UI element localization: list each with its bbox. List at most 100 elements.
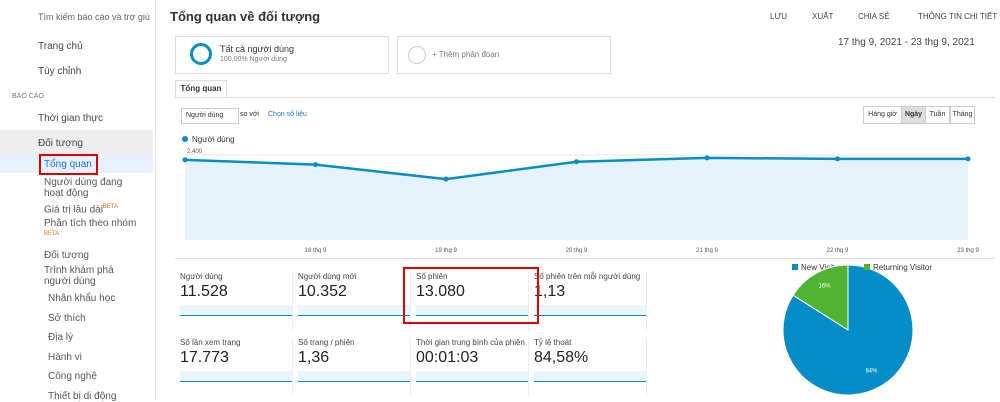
tab[interactable]: Tổng quan [175, 80, 227, 97]
segment-icon [190, 43, 212, 65]
metric-value: 11.528 [180, 283, 228, 300]
point [574, 159, 579, 165]
metric-value: 13.080 [416, 283, 465, 300]
action[interactable]: CHIA SẺ [858, 12, 890, 21]
active-bg [0, 130, 153, 155]
point [313, 162, 318, 168]
sparkline [416, 371, 528, 382]
segment[interactable]: Tất cả người dùng 100,00% Người dùng [175, 36, 389, 74]
legend-swatch [792, 264, 798, 270]
metric-value: 84,58% [534, 349, 589, 366]
segment-icon [408, 46, 426, 64]
divider [175, 97, 995, 98]
legend-label: Returning Visitor [873, 263, 932, 272]
metric-value: 1,13 [534, 283, 566, 300]
metric-label: Người dùng [180, 272, 223, 281]
sparkline [416, 305, 528, 316]
pie-chart: 84% New Visitor 16% Returning Visitor [782, 263, 932, 396]
selected-bg [0, 155, 153, 173]
nav-group[interactable]: Hành vi [48, 351, 82, 363]
metric: Người dùng mới 10.352 [298, 272, 411, 330]
nav-sub[interactable]: Phân tích theo nhóm [44, 218, 137, 229]
point [835, 156, 840, 162]
metric: Người dùng 11.528 [180, 272, 293, 330]
choose-metric[interactable]: Chọn số liệu [268, 111, 307, 118]
sidebar: Tìm kiếm báo cáo và trợ giú Trang chủ Tù… [0, 0, 156, 402]
point [182, 157, 188, 163]
metric: Số phiên 13.080 [416, 272, 529, 330]
action[interactable]: LƯU [770, 12, 788, 21]
period-button[interactable]: Tháng [950, 106, 975, 124]
metric: Số lần xem trang 17.773 [180, 338, 293, 396]
highlight [39, 154, 98, 175]
section: BÁO CÁO [12, 93, 44, 100]
date-range[interactable]: 17 thg 9, 2021 - 23 thg 9, 2021 [838, 37, 975, 48]
legend-marker [182, 136, 188, 142]
nav-sub[interactable]: Người dùng đang hoạt động [44, 177, 123, 199]
nav-group[interactable]: Thiết bị di động [48, 390, 117, 402]
sparkline [534, 305, 646, 316]
metric-value: 1,36 [298, 349, 330, 366]
metric-label: Người dùng mới [298, 272, 357, 281]
search[interactable]: Tìm kiếm báo cáo và trợ giú [38, 12, 150, 22]
add-segment[interactable]: + Thêm phân đoạn [397, 36, 611, 74]
x-tick-label: 18 thg 9 [305, 248, 327, 253]
metric-label: Số trang / phiên [298, 338, 355, 347]
metric: Số trang / phiên 1,36 [298, 338, 411, 396]
metric: Số phiên trên mỗi người dùng 1,13 [534, 272, 647, 330]
sparkline [298, 305, 410, 316]
metric: Thời gian trung bình của phiên 00:01:03 [416, 338, 529, 396]
nav-group[interactable]: Sở thích [48, 312, 86, 324]
divider [175, 258, 995, 259]
sparkline [180, 371, 292, 382]
nav-sub[interactable]: Giá trị lâu dài [44, 204, 103, 216]
sparkline [180, 305, 292, 316]
segment-pct: 100,00% Người dùng [220, 56, 287, 63]
metric-value: 17.773 [180, 349, 229, 366]
page-title: Tổng quan về đối tượng [170, 9, 321, 24]
x-tick-label: 22 thg 9 [827, 248, 849, 253]
metric-select[interactable]: Người dùng [181, 108, 239, 124]
nav-item[interactable]: Thời gian thực [38, 113, 103, 124]
nav-item[interactable]: Trang chủ [38, 41, 83, 52]
metric-value: 10.352 [298, 283, 347, 300]
x-tick-label: 20 thg 9 [566, 248, 588, 253]
highlight [403, 267, 539, 324]
nav-sub[interactable]: Trình khám phá người dùng [44, 265, 114, 287]
nav-item[interactable]: Tùy chỉnh [38, 66, 82, 77]
add-label: + Thêm phân đoạn [432, 50, 500, 59]
nav-sub[interactable]: Đối tượng [44, 250, 89, 261]
x-tick-label: 23 thg 9 [957, 248, 979, 253]
beta: BETA [44, 231, 60, 237]
sparkline [534, 371, 646, 382]
period-button[interactable]: Ngày [901, 106, 926, 124]
area [185, 157, 968, 240]
action[interactable]: THÔNG TIN CHI TIẾT [918, 12, 998, 21]
metric: Tỷ lệ thoát 84,58% [534, 338, 647, 396]
metric-value: 00:01:03 [416, 349, 479, 366]
nav-group[interactable]: Nhân khẩu học [48, 293, 116, 304]
nav-sub[interactable]: Tổng quan [44, 159, 92, 170]
period-button[interactable]: Hàng giờ [863, 106, 902, 124]
slice-label: 84% [865, 369, 878, 375]
y-tick-label: 2.400 [187, 149, 203, 155]
metric-label: Tỷ lệ thoát [534, 338, 572, 347]
pie-slice [792, 264, 849, 331]
beta: BETA [102, 204, 119, 210]
x-tick-label: 21 thg 9 [696, 248, 718, 253]
point [965, 156, 971, 162]
metric-label: Số lần xem trang [180, 338, 241, 347]
nav-item[interactable]: Đối tượng [38, 138, 83, 149]
nav-group[interactable]: Công nghệ [48, 371, 97, 382]
point [443, 176, 449, 182]
legend-swatch [864, 264, 870, 270]
period-button[interactable]: Tuần [925, 106, 950, 124]
legend-label: New Visitor [801, 263, 842, 272]
sparkline [298, 371, 410, 382]
vs: so với [240, 111, 259, 118]
action[interactable]: XUẤT [812, 12, 834, 21]
nav-group[interactable]: Địa lý [48, 332, 74, 343]
x-tick-label: 19 thg 9 [435, 248, 457, 253]
